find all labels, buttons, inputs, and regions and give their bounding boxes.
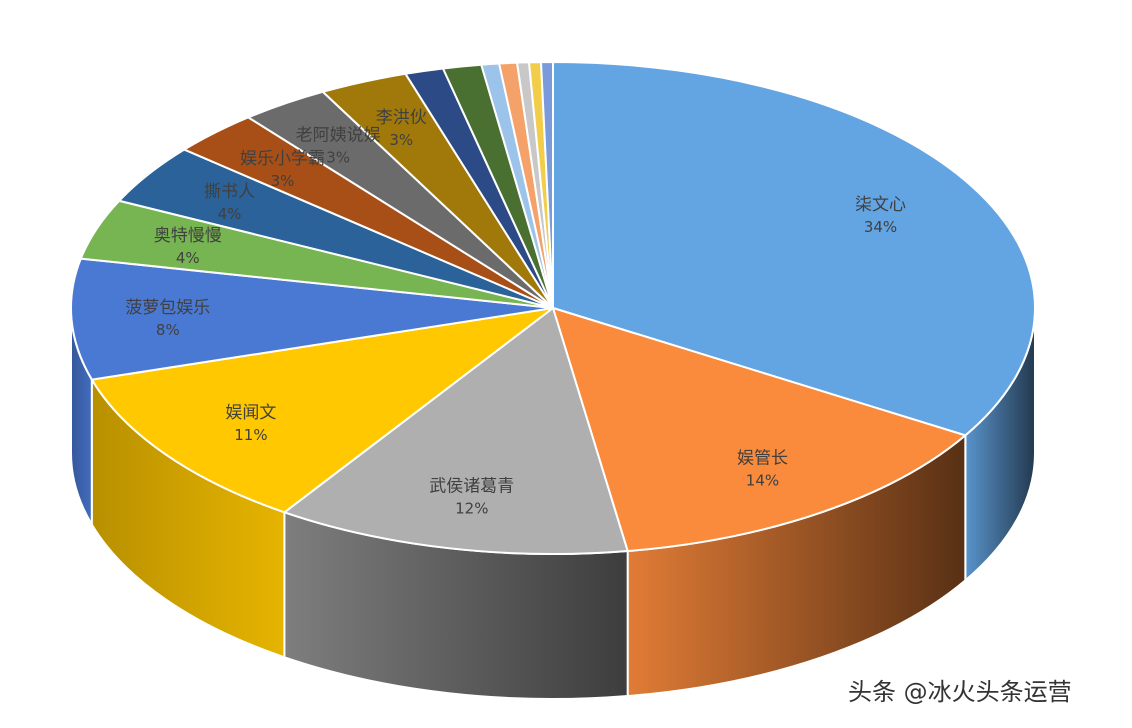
slice-percent-label: 12% xyxy=(455,499,488,517)
slice-percent-label: 3% xyxy=(271,172,295,190)
slice-name-label: 李洪伙 xyxy=(376,108,427,128)
pie-slice-3 xyxy=(90,307,554,514)
slice-name-label: 娱管长 xyxy=(737,448,788,468)
slice-percent-label: 4% xyxy=(176,249,200,267)
pie-slice-0 xyxy=(552,61,1036,437)
slice-percent-label: 34% xyxy=(864,218,897,236)
pie-labels: 柒文心 34% 娱管长 14% 武侯诸葛青 12% 娱闻文 11% 菠萝包娱乐 8% 奥特慢慢 4% 撕… xyxy=(125,108,906,517)
pie-slice-1 xyxy=(552,307,967,553)
slice-name-label: 柒文心 xyxy=(855,195,906,215)
slice-percent-label: 14% xyxy=(746,471,779,489)
slice-name-label: 菠萝包娱乐 xyxy=(125,298,210,318)
pie-slice-16 xyxy=(540,61,554,309)
slice-name-label: 老阿姨说娱 xyxy=(296,126,381,146)
slice-name-label: 娱闻文 xyxy=(225,403,276,423)
slice-name-label: 武侯诸葛青 xyxy=(429,476,514,496)
pie-slice-2 xyxy=(283,307,629,555)
slice-name-label: 奥特慢慢 xyxy=(154,225,222,246)
slice-name-label: 撕书人 xyxy=(204,182,255,202)
pie-tops xyxy=(70,61,1036,555)
slice-percent-label: 4% xyxy=(218,205,242,223)
watermark: 头条 @冰火头条运营 xyxy=(848,678,1072,706)
pie-sides xyxy=(70,307,1036,700)
slice-percent-label: 3% xyxy=(389,131,413,149)
slice-percent-label: 3% xyxy=(326,149,350,167)
slice-percent-label: 8% xyxy=(156,321,180,339)
slice-percent-label: 11% xyxy=(234,426,267,444)
pie-slice-4 xyxy=(70,257,554,381)
slice-name-label: 娱乐小学霸 xyxy=(240,149,325,169)
